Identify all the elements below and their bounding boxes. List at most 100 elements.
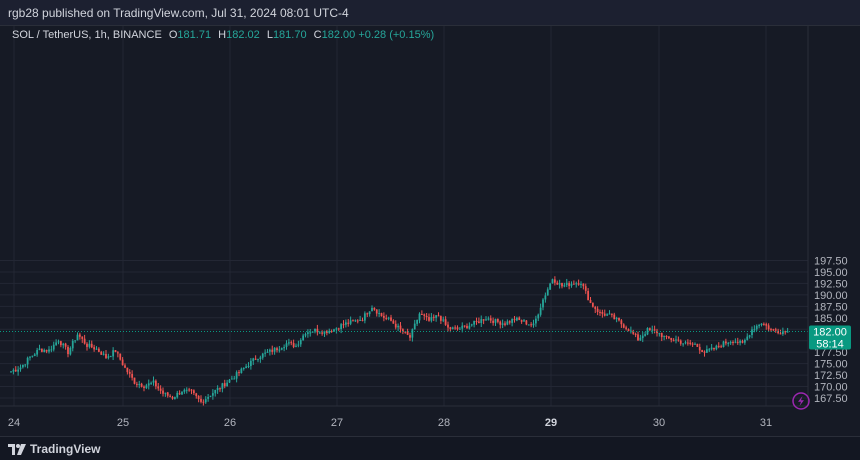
- candle-body: [88, 343, 91, 347]
- candle-body: [33, 354, 36, 356]
- price-tick-label: 177.50: [814, 347, 848, 359]
- candle-body: [646, 328, 649, 335]
- candle-body: [323, 330, 326, 334]
- open-label: O: [168, 29, 178, 41]
- candle-body: [753, 329, 756, 331]
- candle-body: [29, 356, 31, 358]
- candle-body: [549, 283, 552, 290]
- time-axis[interactable]: 24 25 26 27 28 29 30 31: [8, 417, 772, 429]
- candle-body: [765, 324, 768, 326]
- chart-area[interactable]: 167.50170.00172.50175.00177.50180.00182.…: [0, 26, 860, 436]
- candle-body: [587, 291, 590, 301]
- candle-body: [411, 329, 414, 338]
- candle-body: [404, 331, 407, 333]
- candle-body: [100, 351, 103, 355]
- candle-body: [423, 314, 426, 316]
- candle-body: [703, 351, 706, 353]
- candle-body: [273, 347, 276, 352]
- candle-body: [705, 349, 708, 353]
- candle-body: [226, 382, 229, 387]
- candle-body: [154, 380, 157, 387]
- candle-body: [537, 314, 540, 319]
- candle-body: [64, 343, 67, 347]
- candle-body: [751, 329, 753, 335]
- candle-body: [119, 353, 122, 360]
- candle-body: [257, 359, 259, 361]
- candle-body: [679, 340, 682, 344]
- candle-body: [83, 338, 86, 344]
- tradingview-logo[interactable]: TradingView: [8, 441, 100, 457]
- candle-body: [235, 372, 238, 379]
- candle-body: [606, 314, 609, 316]
- candle-body: [439, 316, 442, 321]
- candle-body: [363, 313, 366, 321]
- candle-body: [228, 379, 231, 383]
- candle-body: [107, 356, 110, 358]
- candle-body: [314, 328, 316, 332]
- candle-body: [164, 392, 167, 394]
- candle-body: [463, 325, 466, 327]
- candle-body: [425, 315, 428, 318]
- candle-body: [295, 345, 297, 347]
- candle-body: [280, 348, 283, 350]
- candle-body: [190, 389, 193, 391]
- price-tick-label: 197.50: [814, 255, 848, 267]
- candle-body: [292, 343, 295, 347]
- candle-body: [78, 334, 81, 337]
- candle-body: [14, 369, 17, 372]
- candle-body: [297, 344, 300, 346]
- candle-body: [10, 371, 12, 373]
- candle-body: [551, 279, 554, 284]
- candle-body: [736, 341, 739, 343]
- price-axis[interactable]: 167.50170.00172.50175.00177.50180.00182.…: [814, 255, 848, 405]
- candle-body: [93, 347, 96, 350]
- candle-body: [708, 349, 711, 351]
- candle-body: [589, 300, 592, 303]
- candle-body: [777, 330, 780, 334]
- candle-body: [252, 358, 255, 361]
- candle-body: [59, 341, 62, 346]
- candle-body: [556, 282, 559, 285]
- candle-body: [523, 320, 525, 322]
- candle-body: [387, 317, 390, 319]
- price-tick-label: 185.00: [814, 313, 848, 325]
- candle-body: [36, 349, 39, 355]
- candlestick-chart[interactable]: 167.50170.00172.50175.00177.50180.00182.…: [0, 26, 860, 436]
- candle-body: [283, 347, 286, 349]
- candle-body: [572, 283, 575, 285]
- lightning-icon[interactable]: [792, 392, 810, 410]
- grid-lines: [0, 26, 808, 406]
- candle-body: [480, 319, 483, 323]
- candle-body: [181, 391, 183, 395]
- candle-body: [451, 327, 454, 329]
- candle-body: [162, 390, 164, 394]
- candle-body: [682, 343, 685, 345]
- close-value: 182.00: [321, 29, 356, 41]
- candle-body: [178, 393, 181, 395]
- candle-body: [632, 330, 635, 334]
- candle-body: [173, 397, 176, 399]
- candle-body: [24, 364, 27, 366]
- candle-body: [67, 346, 69, 355]
- candle-body: [715, 345, 718, 350]
- candle-body: [504, 323, 506, 325]
- candle-body: [207, 396, 210, 399]
- candle-body: [271, 349, 274, 352]
- candle-body: [40, 348, 43, 352]
- candle-body: [475, 320, 478, 322]
- candle-body: [610, 313, 613, 315]
- candle-body: [202, 401, 205, 403]
- price-tick-label: 195.00: [814, 267, 848, 279]
- candle-body: [302, 335, 305, 341]
- tradingview-logo-icon: [8, 443, 26, 455]
- price-tick-label: 167.50: [814, 393, 848, 405]
- candle-body: [634, 333, 637, 335]
- candle-body: [245, 366, 248, 369]
- candle-body: [499, 321, 502, 325]
- candle-body: [677, 339, 680, 341]
- candle-body: [653, 329, 656, 331]
- candle-body: [722, 341, 725, 348]
- publisher-text: rgb28 published on TradingView.com, Jul …: [8, 6, 349, 20]
- candle-body: [335, 328, 338, 330]
- candle-body: [774, 329, 777, 331]
